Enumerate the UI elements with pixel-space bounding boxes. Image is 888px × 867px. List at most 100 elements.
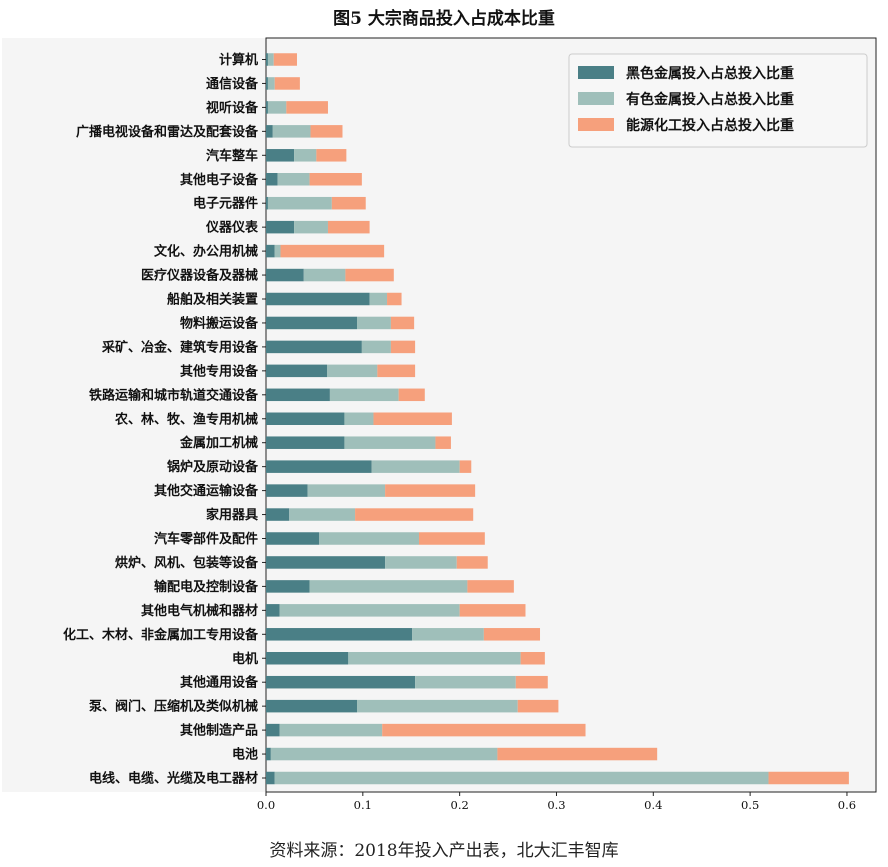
legend-swatch <box>578 118 614 131</box>
bar-segment-1 <box>266 484 308 497</box>
bar-segment-2 <box>277 173 310 186</box>
bar-segment-1 <box>266 699 358 713</box>
bar-segment-3 <box>373 412 452 425</box>
bar-segment-3 <box>377 364 416 378</box>
bar-segment-2 <box>319 532 419 545</box>
bar-segment-3 <box>387 292 402 306</box>
bar-segment-3 <box>418 532 485 545</box>
y-tick-label: 物料搬运设备 <box>180 315 259 331</box>
source-note: 资料来源：2018年投入产出表，北大汇丰智库 <box>269 841 619 861</box>
bar-segment-2 <box>371 460 460 473</box>
bar-segment-2 <box>279 604 460 617</box>
bar-segment-3 <box>345 268 394 282</box>
y-tick-label: 汽车整车 <box>206 148 258 164</box>
bar-segment-3 <box>520 652 545 665</box>
bar-segment-1 <box>266 556 386 569</box>
y-tick-label: 金属加工机械 <box>179 435 258 451</box>
bar-segment-1 <box>266 268 304 282</box>
bar-segment-1 <box>266 652 349 665</box>
legend-swatch <box>578 66 614 79</box>
bar-segment-3 <box>515 675 548 689</box>
bar-segment-3 <box>280 244 385 258</box>
bar-segment-2 <box>309 580 468 593</box>
bar-segment-1 <box>266 149 295 162</box>
bar-segment-3 <box>327 220 370 234</box>
y-tick-label: 仪器仪表 <box>205 220 259 236</box>
bar-segment-3 <box>459 604 526 617</box>
bar-segment-3 <box>382 723 586 737</box>
x-tick-label: 0.3 <box>547 798 565 812</box>
bar-segment-2 <box>369 292 388 306</box>
bar-segment-3 <box>390 316 415 330</box>
bar-segment-3 <box>273 53 297 66</box>
bar-segment-2 <box>267 53 274 66</box>
y-tick-label: 汽车零部件及配件 <box>154 531 258 547</box>
bar-segment-3 <box>286 101 328 114</box>
y-tick-label: 化工、木材、非金属加工专用设备 <box>63 627 259 643</box>
bar-segment-1 <box>266 292 370 306</box>
bar-segment-3 <box>517 699 559 713</box>
bar-segment-1 <box>266 508 290 521</box>
chart-title: 图5 大宗商品投入占成本比重 <box>333 9 555 29</box>
bar-segment-2 <box>303 268 346 282</box>
x-tick-label: 0.0 <box>257 798 275 812</box>
bar-segment-1 <box>266 77 268 90</box>
bar-segment-3 <box>467 580 514 593</box>
bar-segment-2 <box>294 220 328 234</box>
bar-segment-1 <box>266 436 345 449</box>
bar-segment-2 <box>357 316 391 330</box>
bar-segment-1 <box>266 364 327 378</box>
y-tick-label: 其他通用设备 <box>180 675 259 691</box>
legend-label: 能源化工投入占总投入比重 <box>626 117 794 134</box>
bar-segment-1 <box>266 196 268 210</box>
bar-segment-2 <box>267 101 287 114</box>
bar-segment-1 <box>266 580 310 593</box>
bar-segment-1 <box>266 53 268 66</box>
bar-segment-2 <box>344 412 374 425</box>
y-tick-label: 家用器具 <box>206 507 258 523</box>
bar-segment-1 <box>266 675 416 689</box>
bar-segment-3 <box>390 340 416 354</box>
bar-segment-3 <box>435 436 451 449</box>
bar-segment-1 <box>266 604 280 617</box>
bar-segment-3 <box>310 125 343 138</box>
bar-segment-2 <box>289 508 356 521</box>
bar-segment-2 <box>294 149 317 162</box>
bar-segment-1 <box>266 771 275 785</box>
bar-segment-1 <box>266 747 271 761</box>
legend-box <box>568 53 868 148</box>
bar-segment-2 <box>385 556 457 569</box>
bar-segment-2 <box>274 244 281 258</box>
x-tick-label: 0.1 <box>354 798 372 812</box>
bar-segment-3 <box>497 747 658 761</box>
y-tick-label: 烘炉、风机、包装等设备 <box>115 555 259 571</box>
y-tick-label: 其他交通运输设备 <box>154 483 259 499</box>
bar-segment-2 <box>279 723 383 737</box>
bar-segment-3 <box>309 173 362 186</box>
bar-segment-2 <box>412 628 484 641</box>
bar-segment-3 <box>385 484 476 497</box>
bar-segment-1 <box>266 316 358 330</box>
bar-segment-2 <box>348 652 521 665</box>
bar-segment-1 <box>266 173 278 186</box>
bar-segment-1 <box>266 460 372 473</box>
y-tick-label: 广播电视设备和雷达及配套设备 <box>76 124 259 140</box>
y-tick-label: 通信设备 <box>206 76 259 92</box>
bar-segment-1 <box>266 412 345 425</box>
y-tick-label: 其他电气机械和器材 <box>141 603 258 619</box>
bar-segment-2 <box>274 771 769 785</box>
bar-segment-1 <box>266 101 268 114</box>
bar-segment-1 <box>266 244 275 258</box>
y-tick-label: 计算机 <box>219 52 258 68</box>
bar-segment-2 <box>272 125 311 138</box>
bar-segment-2 <box>357 699 518 713</box>
legend-label: 黑色金属投入占总投入比重 <box>626 65 794 82</box>
legend-label: 有色金属投入占总投入比重 <box>626 91 794 108</box>
y-tick-label: 其他专用设备 <box>180 363 259 379</box>
bar-segment-3 <box>459 460 472 473</box>
bar-segment-1 <box>266 125 273 138</box>
bar-segment-1 <box>266 532 320 545</box>
bar-segment-1 <box>266 340 362 354</box>
y-tick-label: 其他电子设备 <box>180 172 259 188</box>
